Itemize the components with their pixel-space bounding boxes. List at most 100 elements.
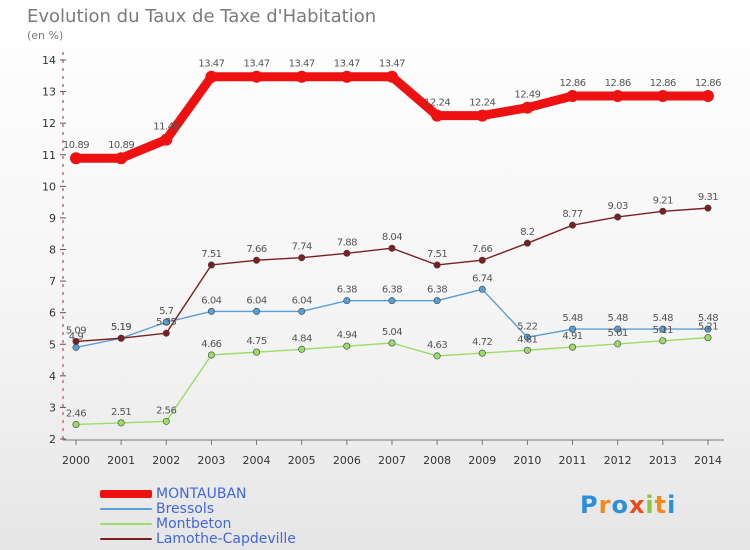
x-tick-label: 2011	[559, 454, 587, 467]
data-label-montbeton: 5.21	[698, 322, 718, 333]
data-label-lamothe-capdeville: 8.77	[562, 209, 582, 220]
data-label-bressols: 6.04	[246, 295, 266, 306]
data-point-montbeton	[298, 345, 306, 353]
data-point-montauban	[566, 90, 579, 103]
legend-label: MONTAUBAN	[156, 485, 247, 502]
legend-swatch	[100, 537, 152, 540]
logo-letter: i	[645, 491, 655, 519]
data-label-bressols: 4.9	[69, 331, 84, 342]
data-label-montbeton: 4.66	[201, 339, 221, 350]
data-point-bressols	[659, 325, 667, 333]
y-tick-label: 7	[49, 275, 56, 288]
data-label-bressols: 6.38	[427, 285, 447, 296]
data-point-lamothe-capdeville	[162, 329, 170, 337]
chart-title: Evolution du Taux de Taxe d'Habitation	[27, 6, 377, 27]
data-label-lamothe-capdeville: 9.21	[653, 195, 673, 206]
x-tick-label: 2014	[694, 454, 722, 467]
data-point-montauban	[340, 70, 353, 83]
data-point-montauban	[250, 70, 263, 83]
data-point-montauban	[476, 109, 489, 122]
data-label-montbeton: 4.75	[246, 336, 266, 347]
data-label-bressols: 6.04	[292, 295, 312, 306]
data-point-montauban	[431, 109, 444, 122]
data-label-montauban: 13.47	[379, 59, 405, 70]
data-point-lamothe-capdeville	[207, 261, 215, 269]
data-label-lamothe-capdeville: 7.66	[472, 244, 492, 255]
data-label-montbeton: 5.01	[608, 328, 628, 339]
data-point-montbeton	[659, 337, 667, 345]
data-point-bressols	[614, 325, 622, 333]
legend-item-lamothe-capdeville: Lamothe-Capdeville	[100, 531, 296, 546]
data-point-lamothe-capdeville	[433, 261, 441, 269]
logo-letter: P	[580, 491, 599, 519]
data-point-montbeton	[433, 352, 441, 360]
data-label-bressols: 5.22	[517, 321, 537, 332]
data-point-bressols	[207, 307, 215, 315]
data-point-montbeton	[388, 339, 396, 347]
data-label-montbeton: 4.91	[562, 331, 582, 342]
data-point-montauban	[656, 90, 669, 103]
logo-letter: t	[654, 491, 668, 519]
legend-label: Montbeton	[156, 515, 232, 532]
data-point-bressols	[523, 333, 531, 341]
data-point-montbeton	[569, 343, 577, 351]
data-point-lamothe-capdeville	[569, 221, 577, 229]
data-point-bressols	[569, 325, 577, 333]
data-label-montbeton: 5.04	[382, 327, 402, 338]
data-label-montbeton: 2.56	[156, 405, 176, 416]
data-label-bressols: 5.19	[111, 322, 131, 333]
logo-letter: o	[611, 491, 629, 519]
data-point-montauban	[205, 70, 218, 83]
data-point-bressols	[388, 297, 396, 305]
series-layer	[70, 70, 714, 428]
data-point-bressols	[298, 307, 306, 315]
y-tick-label: 5	[49, 338, 56, 351]
data-label-montauban: 13.47	[243, 59, 269, 70]
legend-swatch	[100, 507, 152, 510]
data-point-bressols	[704, 325, 712, 333]
data-point-bressols	[478, 285, 486, 293]
data-point-montauban	[701, 90, 714, 103]
data-label-montauban: 12.86	[695, 78, 721, 89]
x-tick-label: 2009	[468, 454, 496, 467]
data-label-bressols: 6.74	[472, 273, 492, 284]
data-point-bressols	[72, 343, 80, 351]
data-label-montbeton: 5.11	[653, 325, 673, 336]
data-point-bressols	[253, 307, 261, 315]
y-tick-label: 11	[42, 149, 56, 162]
data-point-lamothe-capdeville	[659, 207, 667, 215]
data-point-montbeton	[117, 419, 125, 427]
data-point-montauban	[521, 101, 534, 114]
x-tick-label: 2008	[423, 454, 451, 467]
data-point-montbeton	[72, 420, 80, 428]
data-point-montbeton	[523, 346, 531, 354]
data-point-montbeton	[343, 342, 351, 350]
x-tick-label: 2000	[62, 454, 90, 467]
x-tick-label: 2010	[513, 454, 541, 467]
data-point-montbeton	[253, 348, 261, 356]
data-label-bressols: 5.48	[562, 313, 582, 324]
legend-swatch	[100, 489, 152, 498]
data-point-lamothe-capdeville	[704, 204, 712, 212]
line-chart: 2 3 4 5 6 7 8 9 10 11 12 13 14 2000 2001 2002 2003 2004 20…	[42, 52, 724, 467]
data-label-montbeton: 4.94	[337, 330, 357, 341]
legend-item-montbeton: Montbeton	[100, 516, 296, 531]
x-tick-label: 2005	[288, 454, 316, 467]
legend: MONTAUBAN Bressols Montbeton Lamothe-Capdev…	[100, 486, 296, 546]
logo-letter: i	[667, 491, 677, 519]
data-point-lamothe-capdeville	[72, 337, 80, 345]
logo-letter: x	[628, 491, 646, 519]
data-label-lamothe-capdeville: 7.66	[246, 244, 266, 255]
x-tick-label: 2002	[152, 454, 180, 467]
x-tick-label: 2004	[243, 454, 271, 467]
data-label-bressols: 6.38	[382, 285, 402, 296]
data-label-montauban: 13.47	[198, 59, 224, 70]
y-tick-label: 14	[42, 54, 56, 67]
data-label-lamothe-capdeville: 9.03	[608, 201, 628, 212]
data-point-montbeton	[162, 417, 170, 425]
x-tick-label: 2012	[604, 454, 632, 467]
y-tick-label: 2	[49, 433, 56, 446]
data-point-montbeton	[478, 349, 486, 357]
y-tick-label: 12	[42, 117, 56, 130]
data-label-bressols: 6.04	[201, 295, 221, 306]
